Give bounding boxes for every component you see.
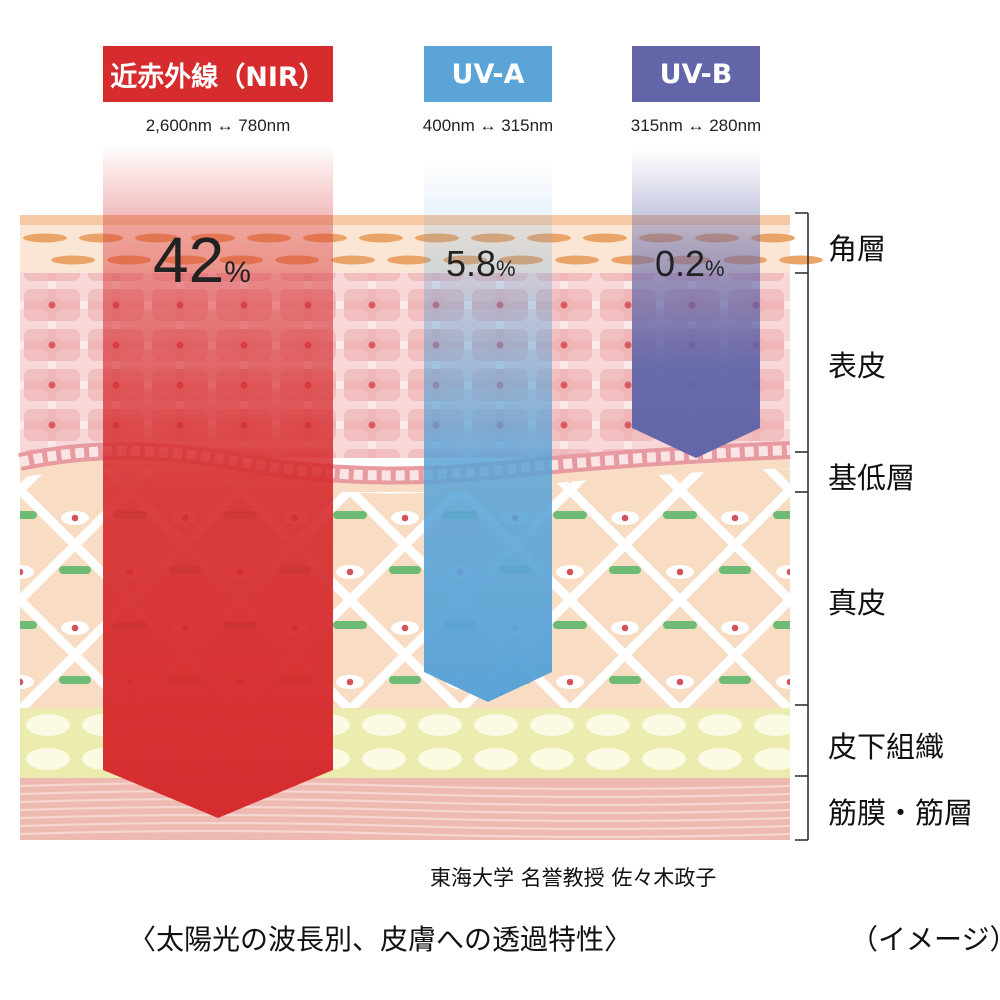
- nir-label-badge: 近赤外線（NIR）: [103, 46, 333, 102]
- uvb-beam: [632, 150, 760, 458]
- light-beams: [103, 143, 760, 818]
- uva-beam: [424, 160, 552, 702]
- muscle-fibre: [19, 805, 791, 815]
- muscle-fibre: [19, 813, 791, 823]
- corneum-cell: [331, 255, 375, 265]
- diagram-caption: 〈太陽光の波長別、皮膚への透過特性〉: [128, 923, 633, 956]
- uva-label-badge: UV-A: [424, 46, 552, 102]
- corneum-cell: [359, 233, 403, 243]
- image-note: （イメージ）: [850, 923, 1000, 956]
- layer-label-dermis: 真皮: [828, 586, 887, 620]
- muscle-fibre: [19, 789, 791, 799]
- nir-percent: 42%: [153, 224, 251, 296]
- layer-label-stratum-corneum: 角層: [828, 232, 887, 266]
- layer-label-subcutaneous: 皮下組織: [828, 730, 945, 764]
- layer-bracket: [795, 212, 809, 841]
- muscle-layer: [19, 778, 791, 840]
- uvb-label-badge: UV-B: [632, 46, 760, 102]
- corneum-cell: [751, 233, 795, 243]
- layer-label-muscle: 筋膜・筋層: [828, 796, 974, 830]
- corneum-cell: [779, 255, 823, 265]
- uva-range: 400nm ↔ 315nm: [422, 116, 554, 135]
- corneum-cell: [583, 233, 627, 243]
- nir-range: 2,600nm ↔ 780nm: [145, 116, 291, 135]
- corneum-cell: [23, 233, 67, 243]
- muscle-fibre: [19, 797, 791, 807]
- credit-text: 東海大学 名誉教授 佐々木政子: [430, 866, 717, 890]
- layer-label-basal: 基低層: [828, 461, 916, 495]
- uvb-percent: 0.2%: [655, 243, 725, 284]
- uva-percent: 5.8%: [446, 243, 516, 284]
- corneum-cell: [387, 255, 431, 265]
- layer-label-epidermis: 表皮: [828, 349, 887, 383]
- muscle-fibre: [19, 829, 791, 839]
- uvb-range: 315nm ↔ 280nm: [630, 116, 762, 135]
- penetration-percentages: 42% 5.8% 0.2%: [153, 224, 725, 296]
- muscle-fibre: [19, 821, 791, 831]
- corneum-cell: [555, 255, 599, 265]
- nir-beam: [103, 143, 333, 818]
- corneum-cell: [51, 255, 95, 265]
